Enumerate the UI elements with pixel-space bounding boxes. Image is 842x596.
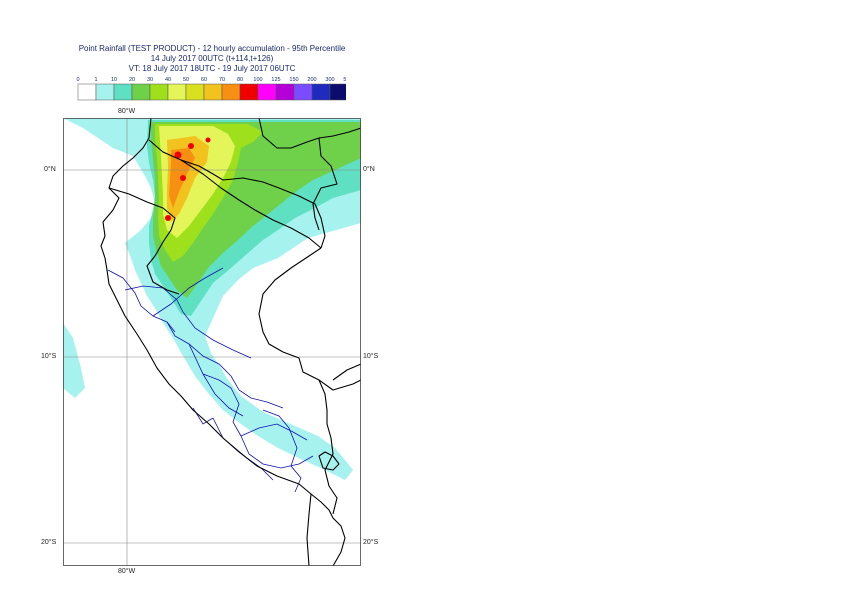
rain-peak-3 <box>180 175 186 181</box>
legend-swatch-6 <box>185 83 205 101</box>
legend-tick-1: 1 <box>94 77 97 83</box>
legend-swatch-9 <box>239 83 259 101</box>
lake-titicaca <box>318 451 340 471</box>
graticule <box>63 118 361 566</box>
legend-tick-6: 50 <box>183 77 189 83</box>
coastline <box>100 118 312 566</box>
rain-band-light-west <box>63 323 85 398</box>
rain-peak-4 <box>165 215 171 221</box>
country-borders <box>100 118 361 566</box>
rain-peak-1 <box>174 151 182 159</box>
legend-swatch-7 <box>203 83 223 101</box>
legend-tick-4: 30 <box>147 77 153 83</box>
legend-tick-2: 10 <box>111 77 117 83</box>
brazil-venezuela-line <box>318 127 361 139</box>
legend-tick-5: 40 <box>165 77 171 83</box>
legend-tick-12: 150 <box>289 77 298 83</box>
legend-tick-13: 200 <box>307 77 316 83</box>
title-line-3: VT: 18 July 2017 18UTC - 19 July 2017 06… <box>128 64 296 73</box>
legend-swatch-2 <box>113 83 133 101</box>
legend-swatch-5 <box>167 83 187 101</box>
rain-peak-5 <box>205 137 211 143</box>
colombia-venezuela-border <box>258 118 338 231</box>
legend-tick-7: 60 <box>201 77 207 83</box>
ecuador-colombia-border <box>148 139 224 181</box>
lat-label-20-left: 20°S <box>41 539 57 546</box>
legend-swatch-1 <box>95 83 115 101</box>
rain-peak-2 <box>188 143 194 149</box>
colombia-brazil-border <box>222 177 326 249</box>
legend-tick-11: 125 <box>271 77 280 83</box>
legend-swatch-13 <box>311 83 331 101</box>
bolivia-east-border <box>332 363 361 381</box>
legend-tick-14: 300 <box>325 77 334 83</box>
lon-label-top: 80°W <box>118 108 136 115</box>
legend-swatch-8 <box>221 83 241 101</box>
legend-swatch-4 <box>149 83 169 101</box>
legend-swatch-3 <box>131 83 151 101</box>
chile-bolivia-border <box>310 493 346 566</box>
peru-colombia-border <box>180 159 322 249</box>
title-line-1: Point Rainfall (TEST PRODUCT) - 12 hourl… <box>78 44 346 53</box>
lon-label-bottom: 80°W <box>118 568 136 575</box>
legend-tick-15: 500 <box>343 77 346 83</box>
legend-swatch-14 <box>329 83 346 101</box>
peru-brazil-border <box>258 247 361 391</box>
lat-label-20-right: 20°S <box>363 539 379 546</box>
legend-tick-0: 0 <box>76 77 79 83</box>
lat-label-10-right: 10°S <box>363 353 379 360</box>
region-borders <box>107 267 314 493</box>
rainfall-map <box>63 118 361 566</box>
legend-swatch-11 <box>275 83 295 101</box>
legend-tick-3: 20 <box>129 77 135 83</box>
color-legend: 0 1 10 20 30 40 50 60 70 80 100 125 150 200 300 500 <box>76 77 346 101</box>
lat-label-0-left: 0°N <box>44 166 56 173</box>
lat-label-10-left: 10°S <box>41 353 57 360</box>
legend-tick-10: 100 <box>253 77 262 83</box>
legend-tick-8: 70 <box>219 77 225 83</box>
title-line-2: 14 July 2017 00UTC (t+114,t+126) <box>150 54 274 63</box>
legend-swatch-0 <box>77 83 97 101</box>
legend-tick-9: 80 <box>237 77 243 83</box>
ecuador-peru-border <box>108 187 180 295</box>
peru-bolivia-border <box>318 379 338 515</box>
legend-swatch-10 <box>257 83 277 101</box>
lat-label-0-right: 0°N <box>363 166 375 173</box>
legend-swatch-12 <box>293 83 313 101</box>
map-frame <box>63 118 361 566</box>
